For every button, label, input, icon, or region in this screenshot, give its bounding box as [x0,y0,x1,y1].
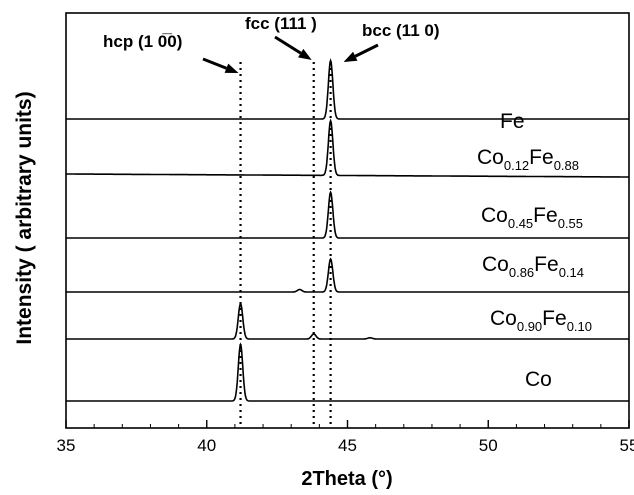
arrow-head-bcc [343,51,358,62]
series-label-Co0.45Fe0.55: Co0.45Fe0.55 [481,204,583,231]
series-label-Co: Co [525,368,552,391]
arrow-head-fcc [298,48,312,60]
traces [66,58,629,402]
series-label-Fe: Fe [500,110,525,133]
x-axis-title: 2Theta (°) [301,468,392,490]
series-label-Co0.86Fe0.14: Co0.86Fe0.14 [482,253,584,280]
trace-Co0.45Fe0.55 [66,190,629,239]
trace-Co0.12Fe0.88 [66,118,629,178]
trace-Fe [66,58,629,120]
x-tick-label-55: 55 [620,436,634,455]
x-tick-label-40: 40 [197,436,216,455]
arrow-shaft-fcc [274,35,302,55]
series-label-Co0.12Fe0.88: Co0.12Fe0.88 [477,146,579,173]
arrow-shaft-bcc [354,43,379,58]
series-label-Co0.90Fe0.10: Co0.90Fe0.10 [490,307,592,334]
peak-label-hcp: hcp (1 0̅0) [103,32,182,51]
peak-label-fcc: fcc (111 ) [245,14,317,33]
trace-Co [66,342,629,402]
peak-arrows [202,35,379,73]
series-labels: Fe Co0.12Fe0.88 Co0.45Fe0.55 Co0.86Fe0.14 Co… [477,110,592,391]
x-tick-label-50: 50 [479,436,498,455]
trace-Co0.86Fe0.14 [66,257,629,293]
arrow-shaft-hcp [202,57,227,70]
x-axis: 35 40 45 50 55 [57,420,634,455]
x-tick-label-45: 45 [338,436,357,455]
peak-label-bcc: bcc (11 0) [362,21,440,40]
arrow-head-hcp [224,63,239,73]
y-axis-title: Intensity ( arbitrary units) [13,91,36,344]
trace-Co0.90Fe0.10 [66,302,629,340]
peak-labels: hcp (1 0̅0) fcc (111 ) bcc (11 0) [103,14,440,51]
reference-lines [239,62,332,428]
x-tick-label-35: 35 [57,436,76,455]
